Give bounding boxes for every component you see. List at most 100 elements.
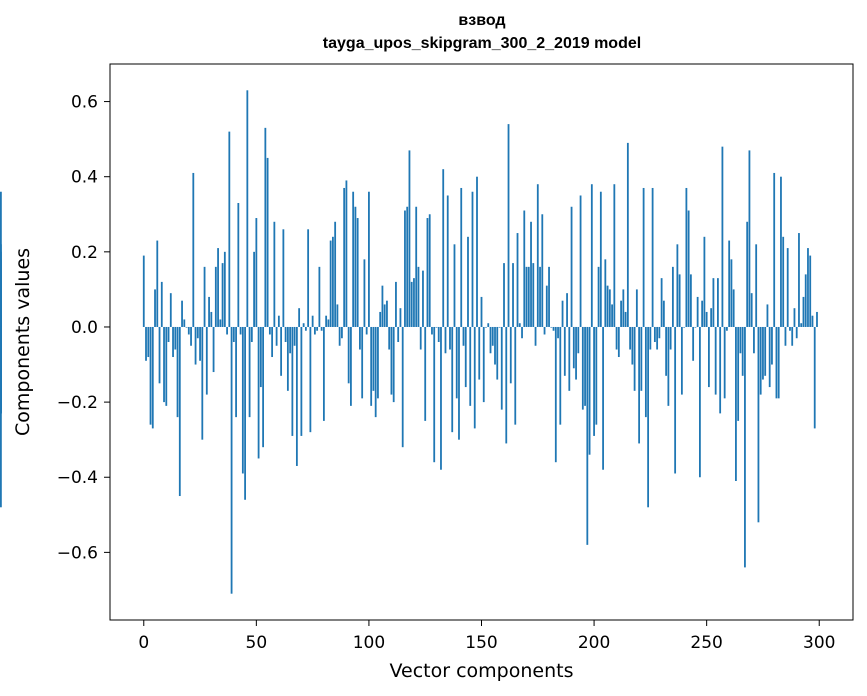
bar — [336, 304, 339, 327]
bar — [597, 266, 600, 327]
bar — [165, 326, 168, 406]
bar — [0, 315, 2, 327]
bar — [230, 326, 233, 594]
x-tick-label: 50 — [246, 633, 268, 653]
bar — [748, 150, 751, 327]
bar — [341, 326, 343, 339]
bar — [482, 326, 485, 403]
bar — [0, 326, 2, 331]
plot-frame — [109, 63, 854, 621]
bar — [406, 206, 409, 327]
bar — [417, 266, 420, 327]
bar — [277, 315, 280, 327]
x-tick-label: 0 — [138, 633, 149, 653]
bar — [557, 326, 559, 339]
bar — [451, 326, 454, 433]
bar — [744, 326, 746, 568]
bar — [665, 326, 668, 376]
bar — [460, 187, 463, 327]
bar — [437, 326, 440, 342]
bar — [176, 326, 179, 418]
bar — [719, 326, 722, 414]
bar — [541, 214, 544, 327]
bar — [807, 248, 809, 327]
bar — [624, 311, 627, 327]
bar — [370, 326, 373, 406]
bar — [381, 285, 384, 327]
bar — [446, 195, 449, 327]
y-tick-label: 0.6 — [71, 93, 98, 113]
bar — [667, 326, 670, 406]
bar — [518, 323, 521, 327]
bar — [311, 315, 314, 327]
bar — [266, 157, 269, 327]
y-tick-label: −0.4 — [57, 468, 98, 488]
bar — [154, 289, 156, 327]
bar — [647, 326, 650, 508]
bar — [606, 285, 609, 327]
bar — [237, 203, 240, 327]
bar — [635, 289, 638, 327]
bar — [304, 326, 307, 331]
bar — [786, 248, 789, 327]
bar — [232, 326, 235, 342]
bar — [248, 326, 251, 418]
bar — [221, 263, 224, 327]
bar — [201, 326, 204, 440]
bar — [0, 244, 2, 327]
bar — [703, 236, 706, 327]
bar — [183, 319, 186, 327]
bar — [241, 326, 244, 474]
bar — [717, 278, 719, 327]
bar — [784, 326, 787, 346]
bar — [246, 90, 249, 327]
bar — [581, 326, 584, 410]
bar — [377, 326, 379, 399]
bar — [735, 326, 737, 481]
bar — [471, 191, 474, 327]
bar — [386, 300, 388, 327]
bar — [611, 304, 613, 327]
bar — [345, 180, 348, 327]
bar — [178, 326, 181, 497]
bar — [539, 266, 541, 327]
bar — [617, 326, 620, 358]
bar — [602, 326, 604, 470]
chart-subtitle: tayga_upos_skipgram_300_2_2019 model — [322, 35, 642, 52]
bar — [422, 270, 424, 327]
bar — [379, 311, 382, 327]
bar — [440, 326, 442, 470]
bar — [723, 326, 726, 399]
bar — [347, 326, 350, 384]
y-axis-label: Components values — [12, 248, 34, 436]
y-tick-label: −0.6 — [57, 543, 98, 563]
bar — [676, 244, 679, 327]
bar — [365, 326, 368, 335]
bar — [212, 326, 215, 373]
bar — [595, 326, 598, 425]
bar — [361, 326, 364, 399]
bar — [789, 326, 791, 331]
bar-series — [0, 90, 818, 594]
bar — [750, 293, 753, 327]
bar — [498, 326, 501, 328]
bar — [208, 296, 210, 327]
bar — [566, 293, 568, 327]
bar — [633, 326, 636, 391]
bar — [514, 326, 517, 425]
bar — [313, 326, 316, 335]
bar — [683, 326, 686, 328]
bar — [444, 326, 447, 354]
bar — [487, 323, 490, 327]
bar — [476, 176, 478, 327]
bar — [671, 266, 674, 327]
bar — [167, 326, 170, 342]
bar — [262, 326, 264, 448]
bar — [151, 326, 154, 429]
bar — [291, 326, 294, 436]
bar — [239, 326, 242, 335]
bar — [145, 326, 147, 361]
bar — [653, 326, 656, 342]
bar — [699, 326, 701, 478]
bar — [338, 326, 341, 346]
